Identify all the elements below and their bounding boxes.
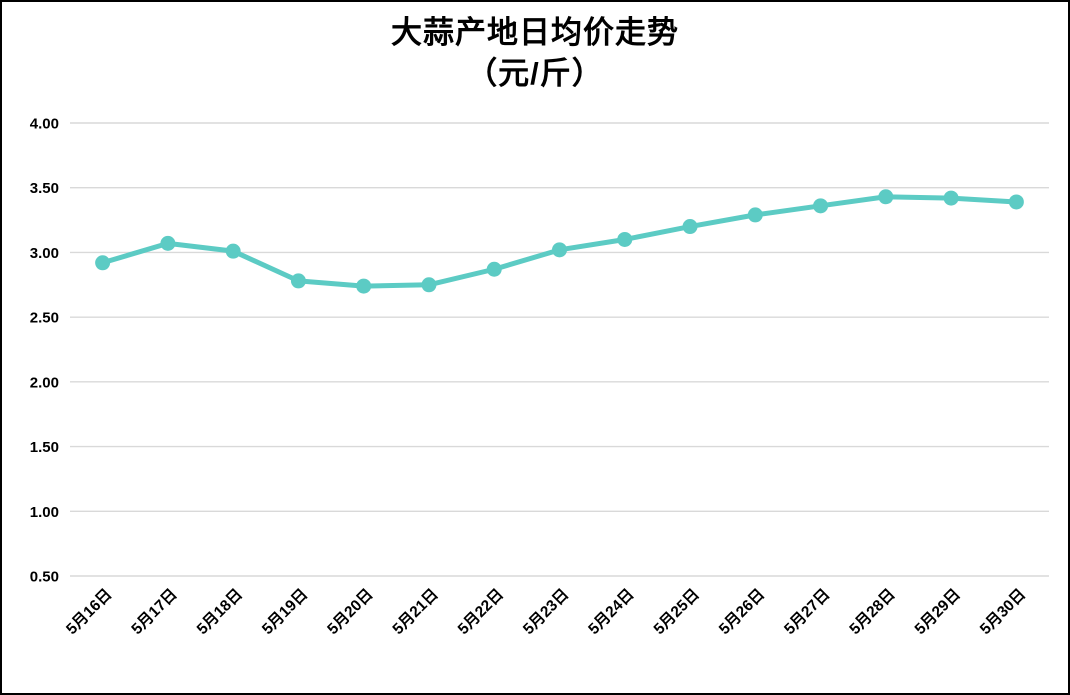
data-point-marker <box>95 255 111 271</box>
data-point-marker <box>1008 194 1024 210</box>
x-axis-tick-label: 5月27日 <box>780 585 833 638</box>
x-axis-tick-label: 5月16日 <box>63 585 116 638</box>
data-point-marker <box>878 189 894 205</box>
data-point-marker <box>682 219 698 235</box>
chart-title: 大蒜产地日均价走势 <box>391 15 679 50</box>
y-axis-tick-label: 1.00 <box>30 504 59 521</box>
y-axis-tick-label: 0.50 <box>30 569 59 586</box>
x-axis-tick-label: 5月22日 <box>454 585 507 638</box>
data-point-marker <box>747 207 763 223</box>
price-line <box>100 194 1019 289</box>
x-axis-tick-label: 5月28日 <box>846 585 899 638</box>
data-point-marker <box>617 231 633 247</box>
x-axis-tick-label: 5月17日 <box>128 585 181 638</box>
x-axis-tick-label: 5月23日 <box>519 585 572 638</box>
chart-subtitle: （元/斤） <box>466 56 604 91</box>
data-point-marker <box>421 277 437 293</box>
x-axis-tick-label: 5月29日 <box>911 585 964 638</box>
data-point-marker <box>552 242 567 258</box>
chart-title-block: 大蒜产地日均价走势 （元/斤） <box>2 12 1068 94</box>
x-axis-tick-label: 5月21日 <box>389 585 442 638</box>
x-axis-tick-label: 5月25日 <box>650 585 703 638</box>
x-axis-tick-label: 5月24日 <box>585 585 638 638</box>
x-axis-tick-label: 5月18日 <box>193 585 246 638</box>
y-axis-tick-label: 4.00 <box>30 116 59 133</box>
x-axis-tick-label: 5月30日 <box>976 585 1029 638</box>
data-point-marker <box>943 190 959 206</box>
data-point-marker <box>813 198 829 214</box>
y-axis-tick-label: 3.00 <box>30 245 59 262</box>
y-axis-tick-label: 2.50 <box>30 310 59 327</box>
data-point-marker <box>486 261 502 277</box>
x-axis-tick-label: 5月19日 <box>258 585 311 638</box>
data-point-marker <box>160 235 176 251</box>
y-axis-tick-label: 2.00 <box>30 374 59 391</box>
x-axis-tick-label: 5月26日 <box>715 585 768 638</box>
y-axis-tick-label: 3.50 <box>30 180 59 197</box>
data-point-marker <box>356 278 372 294</box>
x-axis-tick-label: 5月20日 <box>324 585 377 638</box>
data-point-marker <box>225 243 241 259</box>
y-axis-tick-label: 1.50 <box>30 439 59 456</box>
data-point-marker <box>290 273 306 289</box>
